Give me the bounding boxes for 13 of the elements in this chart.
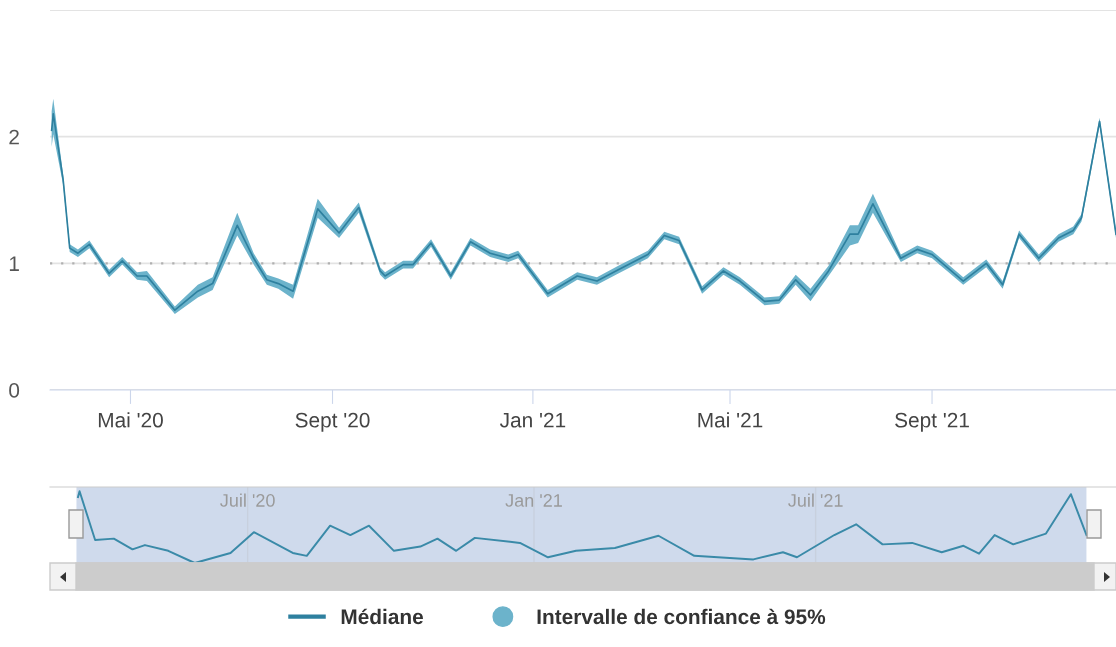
y-tick-label: 0 (9, 383, 20, 398)
y-tick-label: 1 (9, 256, 19, 271)
x-tick-label: Jan '21 (499, 412, 566, 428)
x-tick-label: Mai '20 (98, 412, 163, 428)
x-tick-label: Mai '21 (698, 412, 763, 428)
legend-label: Médiane (341, 608, 423, 625)
legend-label: Intervalle de confiance à 95% (537, 608, 826, 625)
x-tick-label: Juil '21 (788, 493, 843, 507)
x-tick-label: Sept '20 (295, 412, 370, 432)
x-tick-label: Jan '21 (505, 494, 562, 507)
x-tick-label: Juil '20 (220, 493, 275, 507)
y-tick-label: 2 (9, 129, 19, 145)
x-tick-label: Sept '21 (895, 412, 969, 432)
